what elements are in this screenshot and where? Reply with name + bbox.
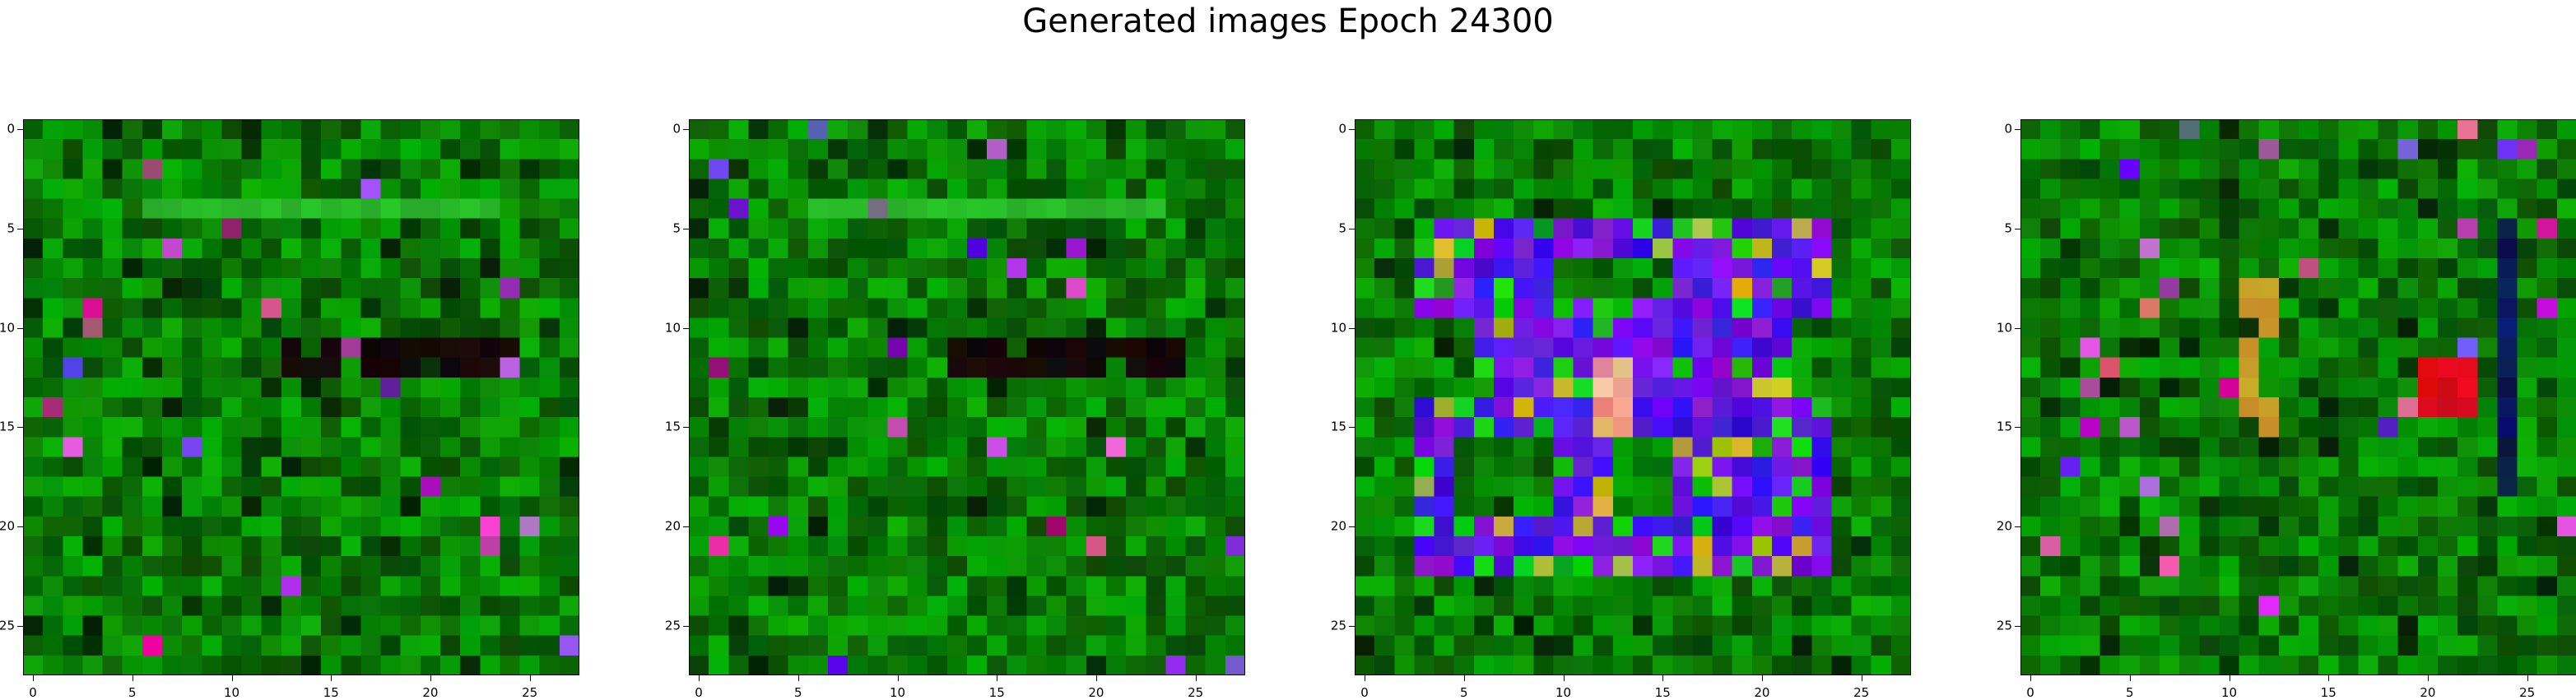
x-tick-label: 25 (1853, 685, 1870, 700)
x-tick-mark (897, 675, 899, 681)
y-tick-label: 10 (0, 320, 15, 335)
x-tick-mark (33, 675, 35, 681)
x-tick-label: 0 (695, 685, 703, 700)
x-tick-label: 10 (223, 685, 240, 700)
x-tick-label: 25 (522, 685, 538, 700)
y-tick-label: 0 (1338, 121, 1346, 137)
x-tick-mark (430, 675, 431, 681)
y-tick-label: 15 (664, 419, 681, 434)
x-tick-label: 5 (794, 685, 802, 700)
x-tick-mark (2030, 675, 2032, 681)
image-panel-1: 0 0 5 5 10 10 15 15 20 20 25 25 (0, 119, 579, 699)
x-tick-label: 10 (2220, 685, 2238, 700)
x-tick-label: 0 (1360, 685, 1369, 700)
y-tick-label: 20 (1330, 518, 1346, 534)
y-tick-label: 5 (7, 220, 15, 236)
x-tick-mark (231, 675, 233, 681)
x-tick-mark (2527, 675, 2528, 681)
y-tick-label: 0 (672, 121, 681, 137)
y-tick-label: 25 (1996, 618, 2012, 633)
y-tick-label: 25 (664, 618, 681, 633)
y-tick-label: 20 (0, 518, 15, 534)
y-tick-label: 5 (672, 220, 681, 236)
x-tick-label: 20 (1088, 685, 1104, 700)
figure-title: Generated images Epoch 24300 (1022, 2, 1554, 40)
x-tick-mark (1195, 675, 1197, 681)
y-tick-label: 20 (664, 518, 681, 534)
y-tick-mark (17, 526, 23, 527)
x-tick-label: 10 (1555, 685, 1572, 700)
y-tick-mark (683, 427, 689, 429)
y-tick-label: 15 (1996, 419, 2012, 434)
generated-image-canvas (2020, 119, 2576, 675)
y-tick-label: 20 (1996, 518, 2012, 534)
x-tick-label: 5 (128, 685, 137, 700)
x-tick-mark (1563, 675, 1565, 681)
x-tick-label: 20 (422, 685, 439, 700)
y-tick-mark (683, 129, 689, 131)
x-tick-label: 20 (1754, 685, 1770, 700)
y-tick-label: 15 (0, 419, 15, 434)
x-tick-label: 0 (29, 685, 37, 700)
x-tick-label: 5 (1460, 685, 1468, 700)
y-tick-mark (2015, 327, 2020, 329)
x-tick-label: 25 (2519, 685, 2536, 700)
x-tick-mark (699, 675, 700, 681)
y-tick-mark (1349, 129, 1355, 131)
x-tick-label: 15 (2320, 685, 2337, 700)
y-tick-mark (1349, 625, 1355, 627)
x-tick-mark (1463, 675, 1465, 681)
y-tick-mark (17, 427, 23, 429)
y-tick-mark (1349, 526, 1355, 527)
y-tick-mark (2015, 625, 2020, 627)
y-tick-mark (683, 625, 689, 627)
x-tick-label: 15 (988, 685, 1005, 700)
x-tick-mark (2427, 675, 2429, 681)
y-tick-mark (17, 625, 23, 627)
x-tick-label: 20 (2420, 685, 2436, 700)
image-panel-4: 0 0 5 5 10 10 15 15 20 20 25 25 (1997, 119, 2576, 699)
y-tick-label: 0 (2004, 121, 2012, 137)
image-panel-2: 0 0 5 5 10 10 15 15 20 20 25 25 (665, 119, 1245, 699)
y-tick-label: 10 (664, 320, 681, 335)
x-tick-label: 15 (323, 685, 339, 700)
x-tick-mark (529, 675, 531, 681)
x-tick-label: 25 (1188, 685, 1204, 700)
y-tick-label: 0 (7, 121, 15, 137)
x-tick-mark (1761, 675, 1763, 681)
y-tick-mark (2015, 526, 2020, 527)
x-tick-mark (2129, 675, 2131, 681)
x-tick-mark (2328, 675, 2330, 681)
x-tick-label: 0 (2026, 685, 2034, 700)
y-tick-mark (17, 129, 23, 131)
x-tick-mark (1095, 675, 1097, 681)
y-tick-mark (1349, 427, 1355, 429)
y-tick-label: 5 (2004, 220, 2012, 236)
generated-image-canvas (1355, 119, 1911, 675)
image-panel-3: 0 0 5 5 10 10 15 15 20 20 25 25 (1331, 119, 1911, 699)
x-tick-mark (797, 675, 799, 681)
y-tick-mark (2015, 129, 2020, 131)
x-tick-label: 15 (1654, 685, 1671, 700)
generated-image-canvas (689, 119, 1245, 675)
x-tick-mark (331, 675, 332, 681)
y-tick-label: 15 (1330, 419, 1346, 434)
y-tick-label: 5 (1338, 220, 1346, 236)
x-tick-mark (1662, 675, 1664, 681)
y-tick-label: 25 (1330, 618, 1346, 633)
y-tick-mark (1349, 327, 1355, 329)
x-tick-label: 10 (889, 685, 906, 700)
generated-image-canvas (23, 119, 579, 675)
y-tick-label: 25 (0, 618, 15, 633)
y-tick-label: 10 (1996, 320, 2012, 335)
y-tick-mark (17, 327, 23, 329)
y-tick-mark (683, 526, 689, 527)
y-tick-mark (683, 327, 689, 329)
y-tick-label: 10 (1330, 320, 1346, 335)
x-tick-label: 5 (2126, 685, 2134, 700)
y-tick-mark (2015, 427, 2020, 429)
